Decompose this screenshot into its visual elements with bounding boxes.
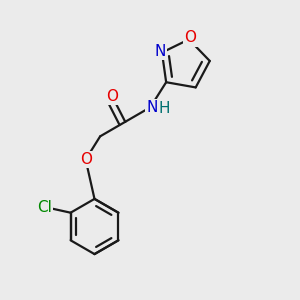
Text: N: N <box>155 44 166 59</box>
Text: O: O <box>184 30 196 45</box>
Text: Cl: Cl <box>38 200 52 215</box>
Text: O: O <box>80 152 92 167</box>
Text: H: H <box>159 101 170 116</box>
Text: O: O <box>106 89 118 104</box>
Text: N: N <box>146 100 158 115</box>
